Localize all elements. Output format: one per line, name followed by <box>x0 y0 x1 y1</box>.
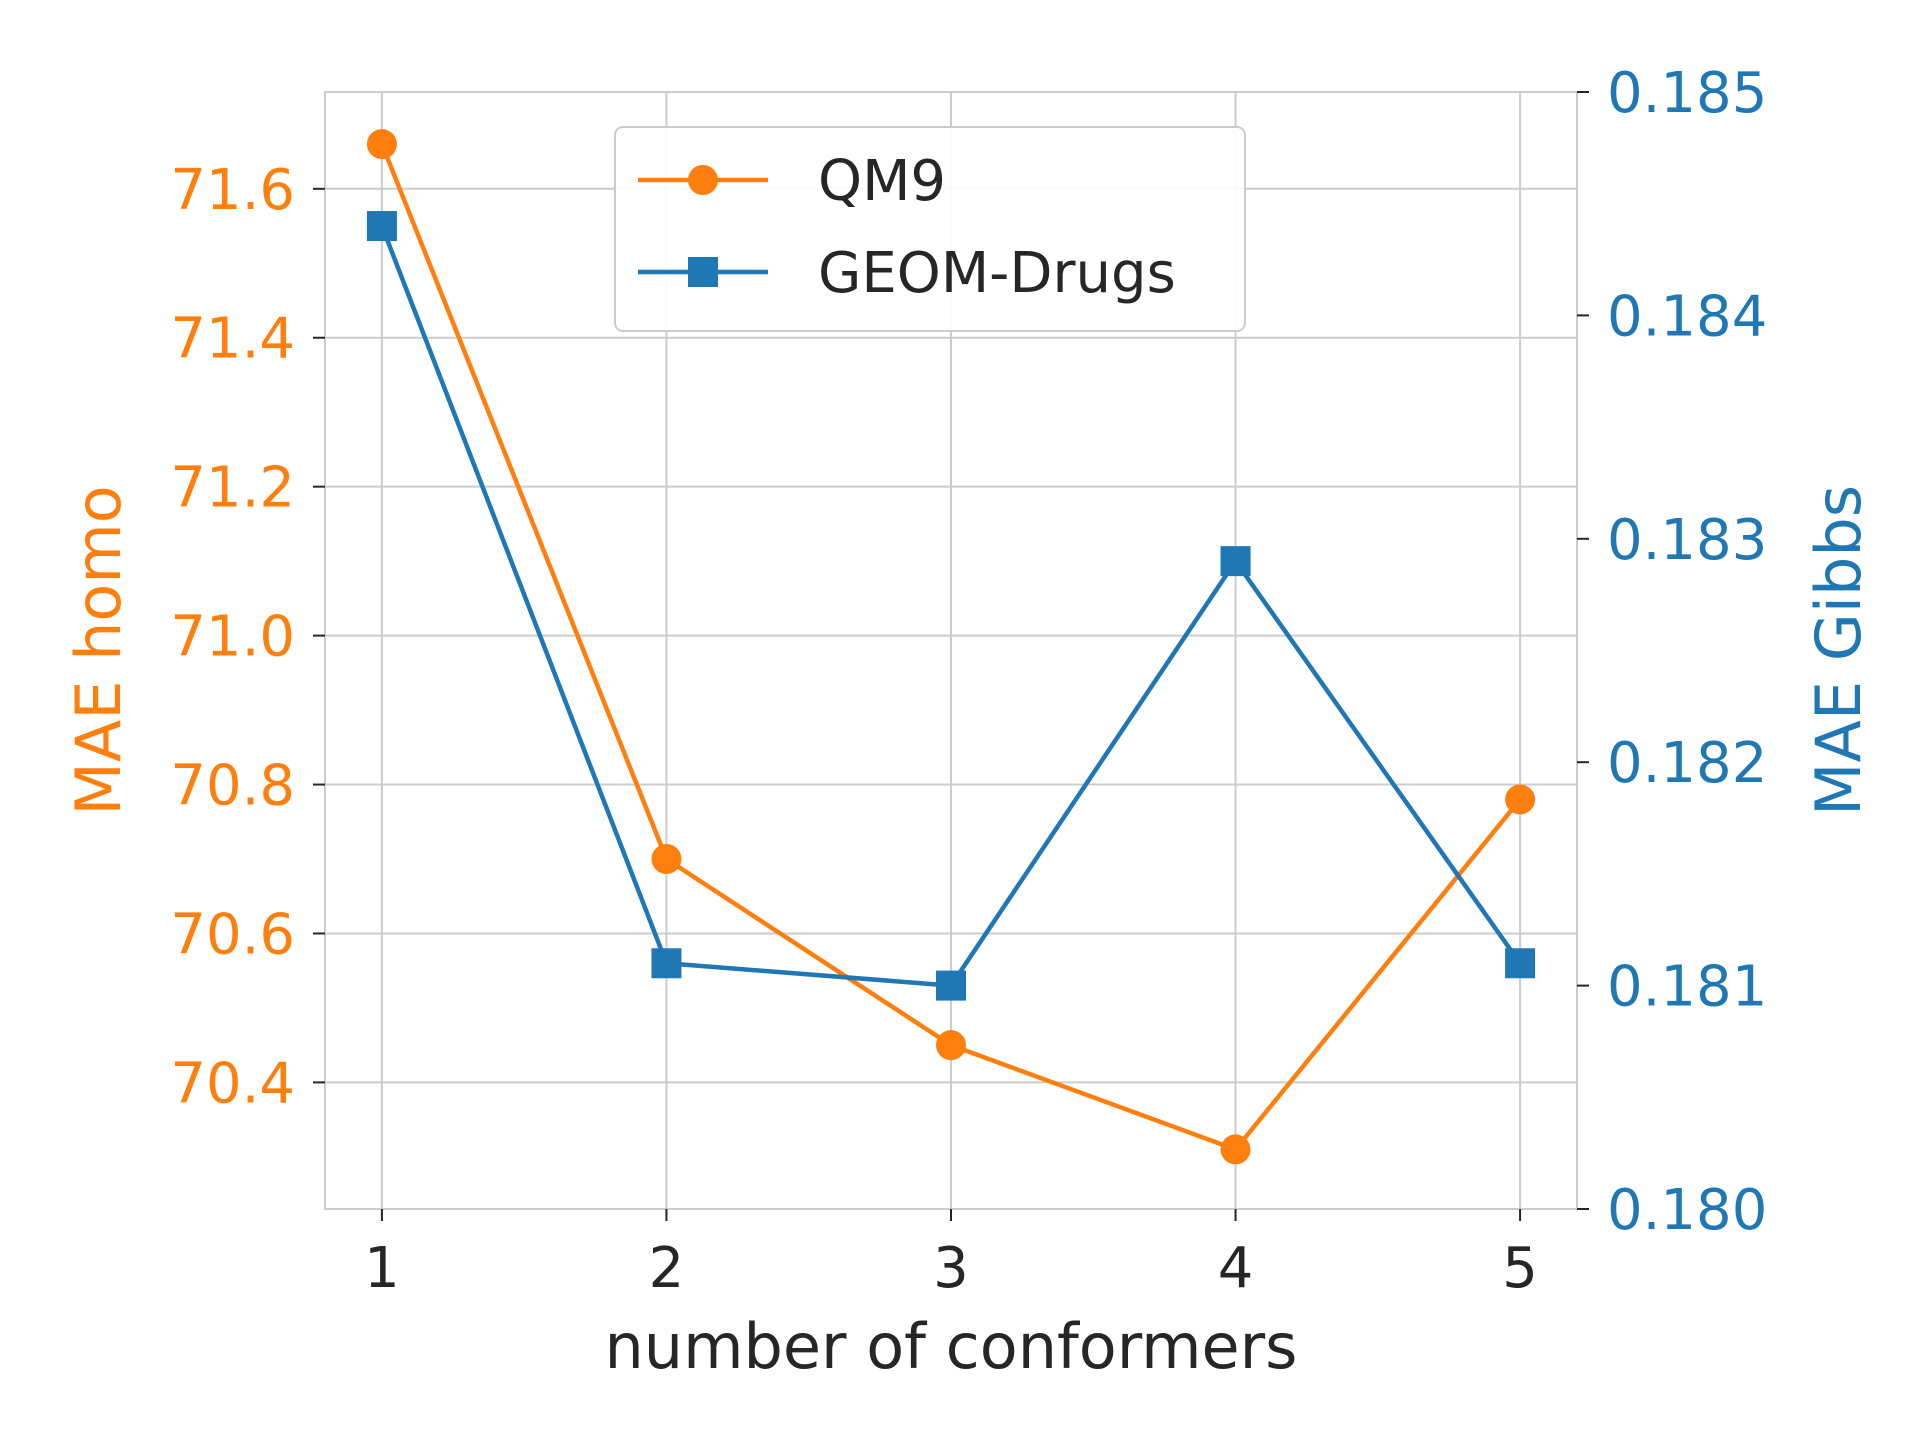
right-axis-label: MAE Gibbs <box>1802 485 1875 816</box>
left-tick-label: 70.4 <box>170 1051 295 1116</box>
x-axis-label: number of conformers <box>605 1310 1298 1383</box>
right-axis: 0.180 0.181 0.182 0.183 0.184 0.185 <box>1577 61 1767 1243</box>
right-tick-label: 0.183 <box>1607 508 1767 573</box>
data-point-qm9 <box>366 129 397 160</box>
series <box>366 129 1536 1165</box>
x-axis: 1 2 3 4 5 <box>364 1209 1538 1301</box>
data-point-qm9 <box>936 1030 966 1061</box>
right-tick-label: 0.184 <box>1607 284 1767 349</box>
right-tick-label: 0.180 <box>1607 1178 1767 1243</box>
right-tick-label: 0.182 <box>1607 731 1767 796</box>
data-point-geom-drugs <box>366 211 397 242</box>
left-axis-label: MAE homo <box>62 485 135 815</box>
x-tick-label: 5 <box>1502 1236 1538 1301</box>
right-tick-label: 0.185 <box>1607 61 1767 126</box>
data-point-qm9 <box>651 844 682 875</box>
legend-label: GEOM-Drugs <box>818 241 1176 306</box>
right-tick-label: 0.181 <box>1607 955 1767 1020</box>
legend-label: QM9 <box>818 149 946 214</box>
x-tick-label: 3 <box>933 1236 969 1301</box>
left-tick-label: 71.6 <box>170 158 295 223</box>
data-point-qm9 <box>1220 1134 1251 1165</box>
left-tick-label: 71.4 <box>170 307 295 372</box>
data-point-geom-drugs <box>1505 948 1536 979</box>
data-point-geom-drugs <box>651 948 682 979</box>
x-tick-label: 2 <box>649 1236 685 1301</box>
legend-box <box>614 126 1246 332</box>
left-tick-label: 70.6 <box>170 902 295 967</box>
left-tick-label: 71.2 <box>170 456 295 521</box>
left-tick-label: 71.0 <box>170 605 295 670</box>
x-tick-label: 1 <box>364 1236 400 1301</box>
legend: QM9 GEOM-Drugs <box>614 126 1246 332</box>
left-axis: 70.4 70.6 70.8 71.0 71.2 71.4 71.6 <box>170 158 325 1116</box>
left-tick-label: 70.8 <box>170 754 295 819</box>
x-tick-label: 4 <box>1218 1236 1254 1301</box>
data-point-geom-drugs <box>1220 546 1251 577</box>
data-point-geom-drugs <box>936 970 966 1001</box>
data-point-qm9 <box>1505 784 1536 815</box>
legend-marker <box>688 165 718 195</box>
legend-marker <box>688 257 718 287</box>
